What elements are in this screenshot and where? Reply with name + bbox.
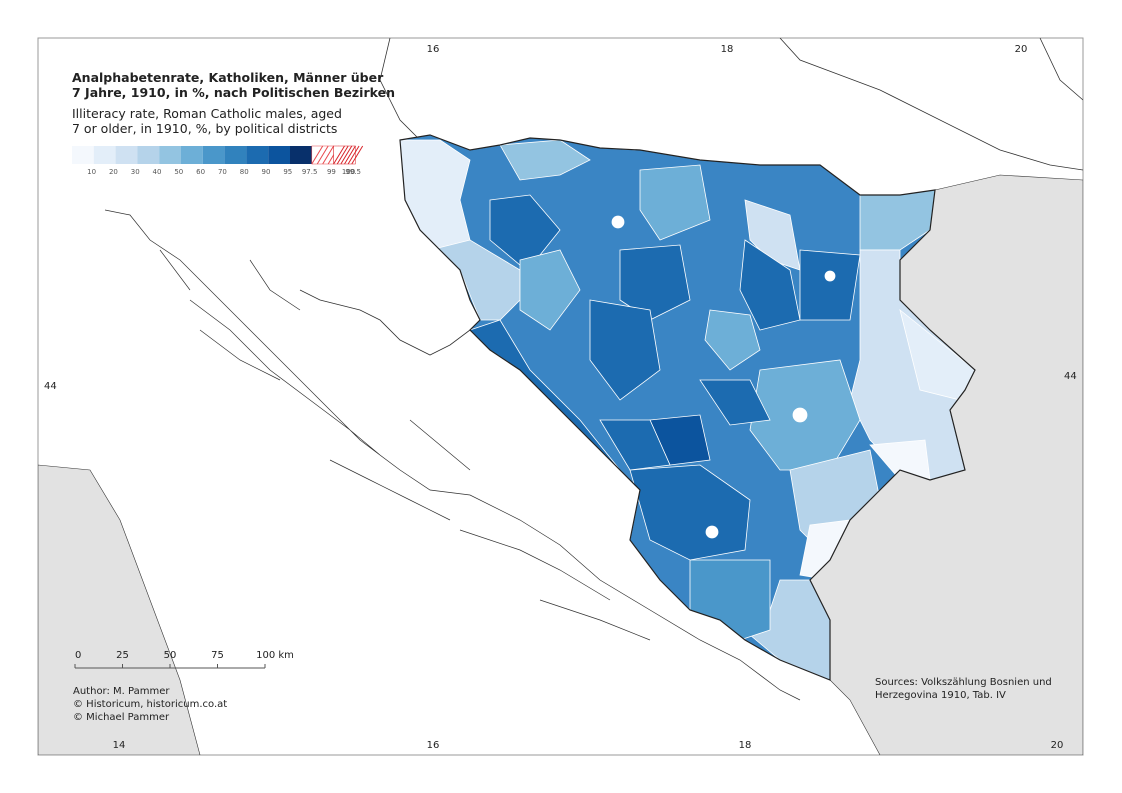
district: [599, 419, 671, 471]
legend-hatch: [311, 145, 324, 165]
legend-hatch: [344, 145, 356, 165]
legend-swatch: [268, 146, 290, 164]
legend-swatch: [72, 146, 94, 164]
legend-swatch: [93, 146, 116, 164]
legend-hatch: [347, 145, 360, 165]
subtitle: Illiteracy rate, Roman Catholic males, a…: [72, 106, 342, 121]
graticule-label: 16: [427, 44, 440, 55]
legend-swatch: [290, 146, 312, 164]
graticule-label: 14: [113, 740, 126, 751]
legend-hatch: [322, 145, 335, 165]
title: Analphabetenrate, Katholiken, Männer übe…: [72, 70, 384, 85]
district: [744, 199, 801, 271]
district: [519, 249, 581, 331]
districts: [399, 134, 976, 681]
graticule-label: 16: [427, 740, 440, 751]
graticule-label: 18: [721, 44, 734, 55]
borders: [299, 38, 1083, 356]
legend-hatch: [340, 145, 353, 165]
legend-swatch: [333, 145, 356, 165]
legend-label: 50: [174, 168, 183, 176]
enclave: [792, 407, 808, 423]
district: [699, 379, 771, 426]
legend-label: 20: [109, 168, 118, 176]
district: [639, 164, 711, 241]
legend-hatch: [333, 145, 345, 165]
legend-swatch: [202, 146, 225, 164]
scale-bar: 0 25 50 75 100 km: [74, 650, 294, 669]
district: [629, 464, 751, 561]
scale-label: 25: [116, 650, 129, 661]
legend-swatch: [159, 146, 181, 164]
graticule-label: 18: [739, 740, 752, 751]
district: [739, 239, 801, 331]
district: [619, 244, 691, 321]
legend-label: 90: [262, 168, 271, 176]
author: © Michael Pammer: [73, 712, 170, 723]
land-italy: [38, 464, 201, 755]
coastline: [104, 209, 801, 701]
legend-label: 10: [87, 168, 96, 176]
district: [499, 139, 591, 181]
legend-hatch: [351, 145, 364, 165]
sources: Sources: Volkszählung Bosnien und: [875, 677, 1052, 688]
enclave: [705, 525, 719, 539]
graticule-label: 20: [1015, 44, 1028, 55]
subtitle: 7 or older, in 1910, %, by political dis…: [72, 121, 337, 136]
legend-hatch: [336, 145, 349, 165]
author: © Historicum, historicum.co.at: [73, 699, 227, 710]
graticule-label: 44: [44, 381, 57, 392]
enclave: [824, 270, 836, 282]
sources: Herzegovina 1910, Tab. IV: [875, 690, 1006, 701]
legend-label: 30: [131, 168, 140, 176]
district: [704, 309, 761, 371]
legend-label: 100: [342, 168, 355, 176]
legend-label: 80: [240, 168, 249, 176]
legend-label: 99.5: [345, 168, 361, 176]
district: [799, 249, 861, 321]
title: 7 Jahre, 1910, in %, nach Politischen Be…: [72, 85, 395, 100]
legend-swatch: [224, 146, 247, 164]
base-map: [38, 38, 1083, 755]
scale-label: 75: [211, 650, 224, 661]
scale-label: 0: [75, 650, 81, 661]
legend-swatch: [115, 146, 138, 164]
legend-swatch: [181, 146, 203, 164]
legend-swatch: [137, 146, 160, 164]
enclave: [611, 215, 625, 229]
graticule-label: 20: [1051, 740, 1064, 751]
author: Author: M. Pammer: [73, 686, 170, 697]
scale-label: 50: [164, 650, 177, 661]
scale-label: 100 km: [256, 650, 294, 661]
legend-label: 40: [153, 168, 162, 176]
legend-label: 95: [283, 168, 292, 176]
district: [589, 299, 661, 401]
graticule-label: 44: [1064, 371, 1077, 382]
legend-label: 60: [196, 168, 205, 176]
legend-hatch: [316, 145, 329, 165]
legend-label: 70: [218, 168, 227, 176]
legend-label: 99: [327, 168, 336, 176]
legend-swatch: [246, 146, 269, 164]
legend-label: 97.5: [302, 168, 318, 176]
